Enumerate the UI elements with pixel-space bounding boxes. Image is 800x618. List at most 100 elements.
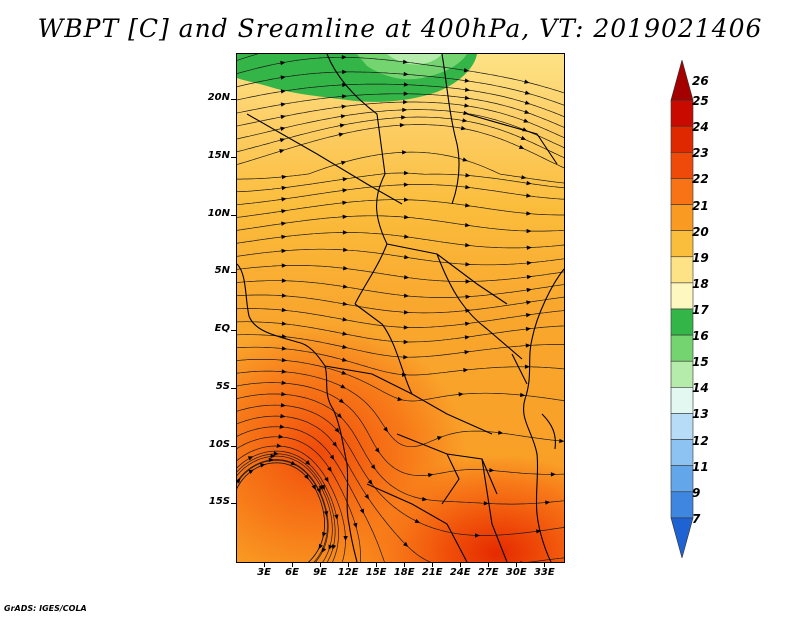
streamline-arrow xyxy=(518,144,525,149)
lon-tick-mark xyxy=(544,562,546,567)
lon-tick-label: 30E xyxy=(505,567,527,578)
colorbar-level-label: 12 xyxy=(692,433,709,448)
streamline-arrow xyxy=(281,263,287,268)
streamline xyxy=(237,294,564,314)
streamline-arrow xyxy=(403,354,409,360)
streamline-arrow xyxy=(280,413,286,419)
colorbar-swatch xyxy=(670,256,694,284)
streamline-arrow xyxy=(526,300,532,305)
colorbar-swatch xyxy=(670,99,694,127)
colorbar-level-label: 14 xyxy=(692,381,709,396)
streamline-arrow xyxy=(403,541,409,547)
streamline-arrow xyxy=(524,90,531,95)
streamline-arrow xyxy=(460,125,467,131)
streamline-arrow xyxy=(524,100,531,105)
streamline-arrow xyxy=(536,529,542,534)
streamline-arrow xyxy=(281,209,287,214)
streamline-arrow xyxy=(281,334,287,339)
colorbar-swatch xyxy=(670,465,694,493)
streamline-arrow xyxy=(342,301,348,306)
streamline xyxy=(237,321,564,343)
colorbar-level-label: 19 xyxy=(692,250,709,265)
colorbar-swatch xyxy=(670,230,694,258)
streamline-arrow xyxy=(327,466,332,472)
streamline-arrow xyxy=(270,453,276,459)
streamline-arrow xyxy=(399,122,405,128)
lon-tick-mark xyxy=(488,562,490,567)
streamline-arrow xyxy=(316,487,321,494)
streamline-arrow xyxy=(341,94,348,99)
streamline-arrow xyxy=(343,535,348,541)
streamline-arrow xyxy=(338,398,345,404)
colorbar-swatch xyxy=(670,334,694,362)
colorbar-level-label: 21 xyxy=(692,198,709,213)
lon-tick-label: 3E xyxy=(257,567,271,578)
streamline-arrow xyxy=(342,214,348,219)
colorbar-swatch xyxy=(670,517,694,558)
streamline-arrow xyxy=(465,279,471,284)
streamline-arrow xyxy=(281,369,287,374)
streamline xyxy=(237,415,564,562)
streamline-arrow xyxy=(329,454,335,461)
lat-tick-label: 10S xyxy=(208,438,230,450)
streamline-arrow xyxy=(526,260,532,266)
streamline-arrow xyxy=(281,357,287,363)
streamline-arrow xyxy=(464,78,470,83)
streamline-arrow xyxy=(436,436,443,441)
streamline-arrow xyxy=(465,242,471,248)
streamline-arrow xyxy=(278,434,284,439)
streamline xyxy=(237,83,564,117)
lat-tick-mark xyxy=(231,330,236,332)
streamline-arrow xyxy=(403,339,409,345)
streamline-arrow xyxy=(268,457,274,463)
streamline-arrow xyxy=(343,247,349,253)
streamline-arrow xyxy=(321,547,327,553)
streamline xyxy=(237,455,333,562)
streamline xyxy=(237,459,329,562)
streamline-arrow xyxy=(305,460,311,466)
streamline-arrow xyxy=(318,484,323,491)
coastlines-and-borders xyxy=(237,54,564,562)
lon-tick-mark xyxy=(432,562,434,567)
streamline-arrow xyxy=(318,543,323,550)
streamline-arrow xyxy=(526,211,532,216)
streamline-arrow xyxy=(281,174,287,180)
streamline-arrow xyxy=(339,123,346,128)
colorbar-level-label: 26 xyxy=(692,74,709,88)
streamline-arrow xyxy=(403,197,409,202)
colorbar-swatch xyxy=(670,413,694,440)
streamline-arrow xyxy=(465,184,471,190)
colorbar-swatch xyxy=(670,204,694,231)
streamline-arrow xyxy=(522,127,528,132)
streamline-arrow xyxy=(342,200,348,205)
streamline-arrow xyxy=(464,335,470,340)
lat-tick-mark xyxy=(231,272,236,274)
lat-tick-mark xyxy=(231,445,236,447)
lon-tick-label: 6E xyxy=(285,567,299,578)
streamline-arrow xyxy=(320,484,325,491)
streamline-arrow xyxy=(519,392,526,398)
streamline-arrow xyxy=(462,157,468,162)
lat-tick-label: 5S xyxy=(215,380,230,392)
streamline-arrow xyxy=(341,54,347,60)
lon-tick-label: 9E xyxy=(313,567,327,578)
streamline-arrow xyxy=(545,500,551,505)
streamline xyxy=(237,71,564,106)
streamline xyxy=(237,232,564,249)
streamline-arrow xyxy=(260,463,266,468)
streamline-arrow xyxy=(279,138,286,143)
streamline-arrow xyxy=(341,104,347,109)
streamline-arrow xyxy=(341,357,348,362)
streamline-arrow xyxy=(401,115,407,120)
colorbar-level-label: 24 xyxy=(692,120,709,135)
streamline-arrow xyxy=(280,89,286,94)
streamline-arrow xyxy=(525,312,532,318)
streamline-arrow xyxy=(402,150,408,155)
streamline-arrow xyxy=(374,447,380,453)
lat-tick-mark xyxy=(231,99,236,101)
streamline-arrow xyxy=(526,245,532,250)
streamline xyxy=(237,346,564,376)
colorbar-swatch xyxy=(670,178,694,205)
streamline-arrow xyxy=(322,531,327,538)
streamline-arrow xyxy=(397,396,403,402)
